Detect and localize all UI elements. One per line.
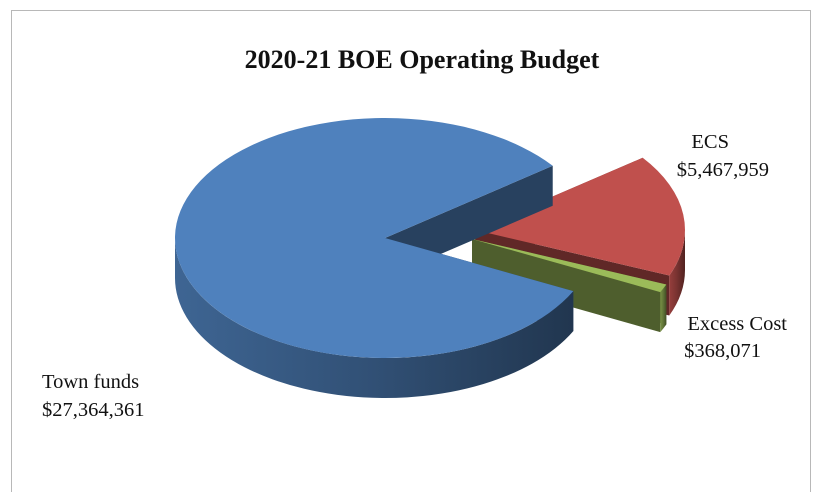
label-town-funds-value: $27,364,361	[42, 399, 145, 421]
slice-town-funds	[175, 118, 574, 399]
data-labels: ECS $5,467,959 Excess Cost $368,071 Town…	[42, 131, 787, 421]
label-excess-cost-name: Excess Cost	[687, 313, 787, 335]
pie-slices	[175, 118, 686, 399]
chart-area: 2020-21 BOE Operating Budget ECS $5,467,…	[11, 10, 811, 492]
label-ecs-value: $5,467,959	[677, 159, 769, 181]
slice-excess-cost	[472, 239, 667, 333]
label-town-funds-name: Town funds	[42, 371, 139, 393]
pie-chart: 2020-21 BOE Operating Budget ECS $5,467,…	[42, 45, 787, 421]
label-excess-cost-value: $368,071	[684, 340, 761, 362]
chart-title: 2020-21 BOE Operating Budget	[245, 45, 600, 74]
label-ecs-name: ECS	[691, 131, 729, 153]
